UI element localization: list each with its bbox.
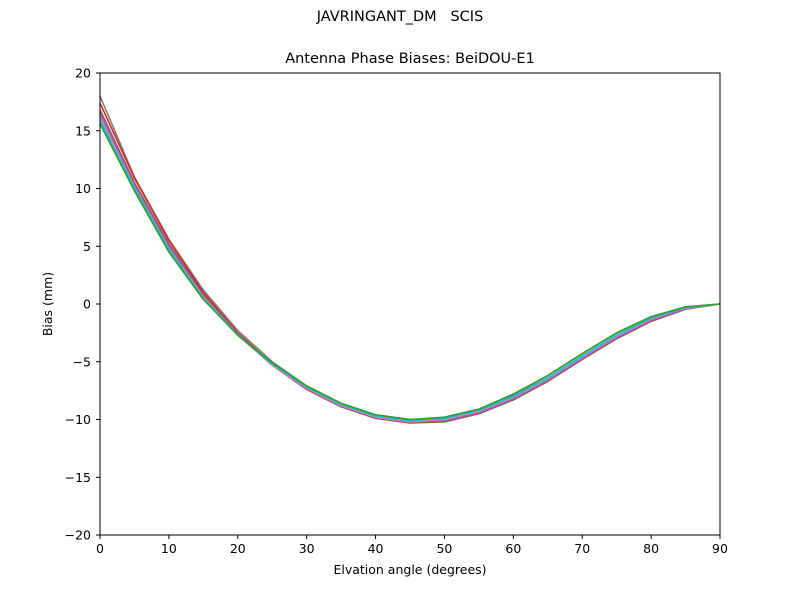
x-tick-label: 50 — [436, 541, 452, 556]
x-tick-label: 70 — [574, 541, 590, 556]
series-line-1 — [99, 95, 721, 421]
y-tick-label: −20 — [65, 528, 91, 543]
y-tick-label: −10 — [65, 412, 91, 427]
series-line-7 — [99, 123, 721, 421]
series-line-3 — [99, 109, 721, 424]
x-tick-label: 80 — [643, 541, 659, 556]
y-tick-label: 5 — [83, 239, 91, 254]
x-tick-label: 60 — [505, 541, 521, 556]
y-tick-label: −5 — [73, 354, 91, 369]
x-axis-label: Elvation angle (degrees) — [333, 562, 486, 577]
x-tick-label: 0 — [96, 541, 104, 556]
y-tick-label: −15 — [65, 470, 91, 485]
axes-layer: 0 10 20 30 40 50 60 70 80 90 −20 −15 −10 −5 0 5 10 15 20 — [65, 66, 728, 557]
x-tick-label: 90 — [712, 541, 728, 556]
y-axis-label: Bias (mm) — [40, 272, 55, 336]
x-tick-label: 20 — [230, 541, 246, 556]
x-tick-label: 30 — [299, 541, 315, 556]
series-line-2 — [99, 102, 721, 423]
series-line-5 — [99, 116, 721, 423]
figure-suptitle: JAVRINGANT_DM SCIS — [316, 9, 484, 25]
series-line-4 — [99, 113, 721, 423]
y-tick-label: 20 — [75, 66, 91, 81]
y-tick-label: 0 — [83, 297, 91, 312]
x-tick-label: 10 — [161, 541, 177, 556]
chart-title: Antenna Phase Biases: BeiDOU-E1 — [285, 51, 535, 67]
y-tick-label: 15 — [75, 123, 91, 138]
y-tick-label: 10 — [75, 181, 91, 196]
x-tick-label: 40 — [368, 541, 384, 556]
series-layer — [99, 95, 721, 424]
series-line-6 — [99, 119, 721, 422]
plot-frame — [99, 72, 721, 536]
